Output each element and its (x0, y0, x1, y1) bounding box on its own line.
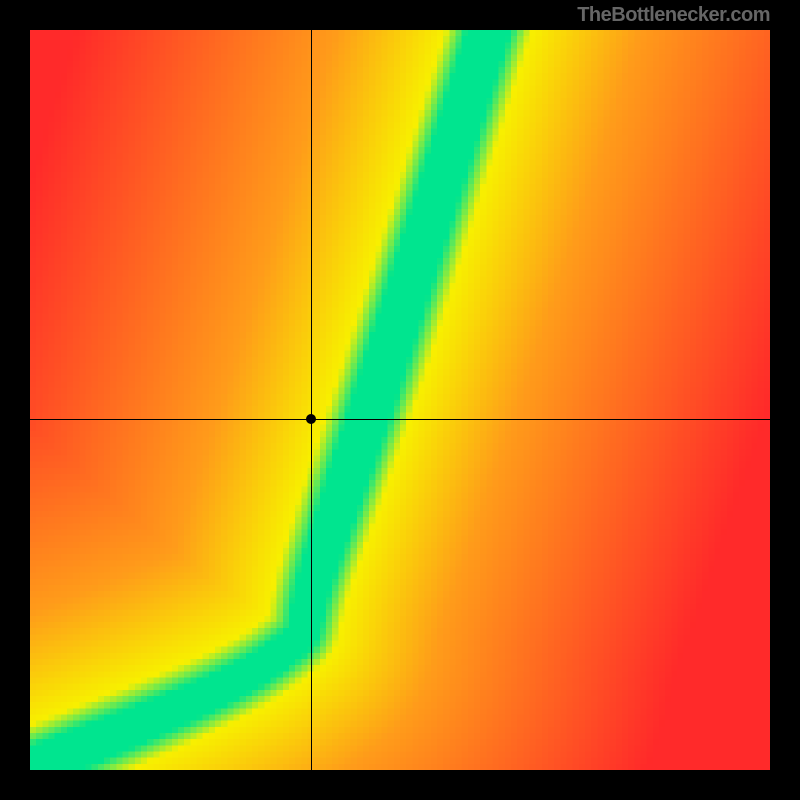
chart-container: TheBottlenecker.com (0, 0, 800, 800)
watermark-text: TheBottlenecker.com (577, 4, 770, 27)
heatmap-plot (30, 30, 770, 770)
heatmap-canvas (30, 30, 770, 770)
